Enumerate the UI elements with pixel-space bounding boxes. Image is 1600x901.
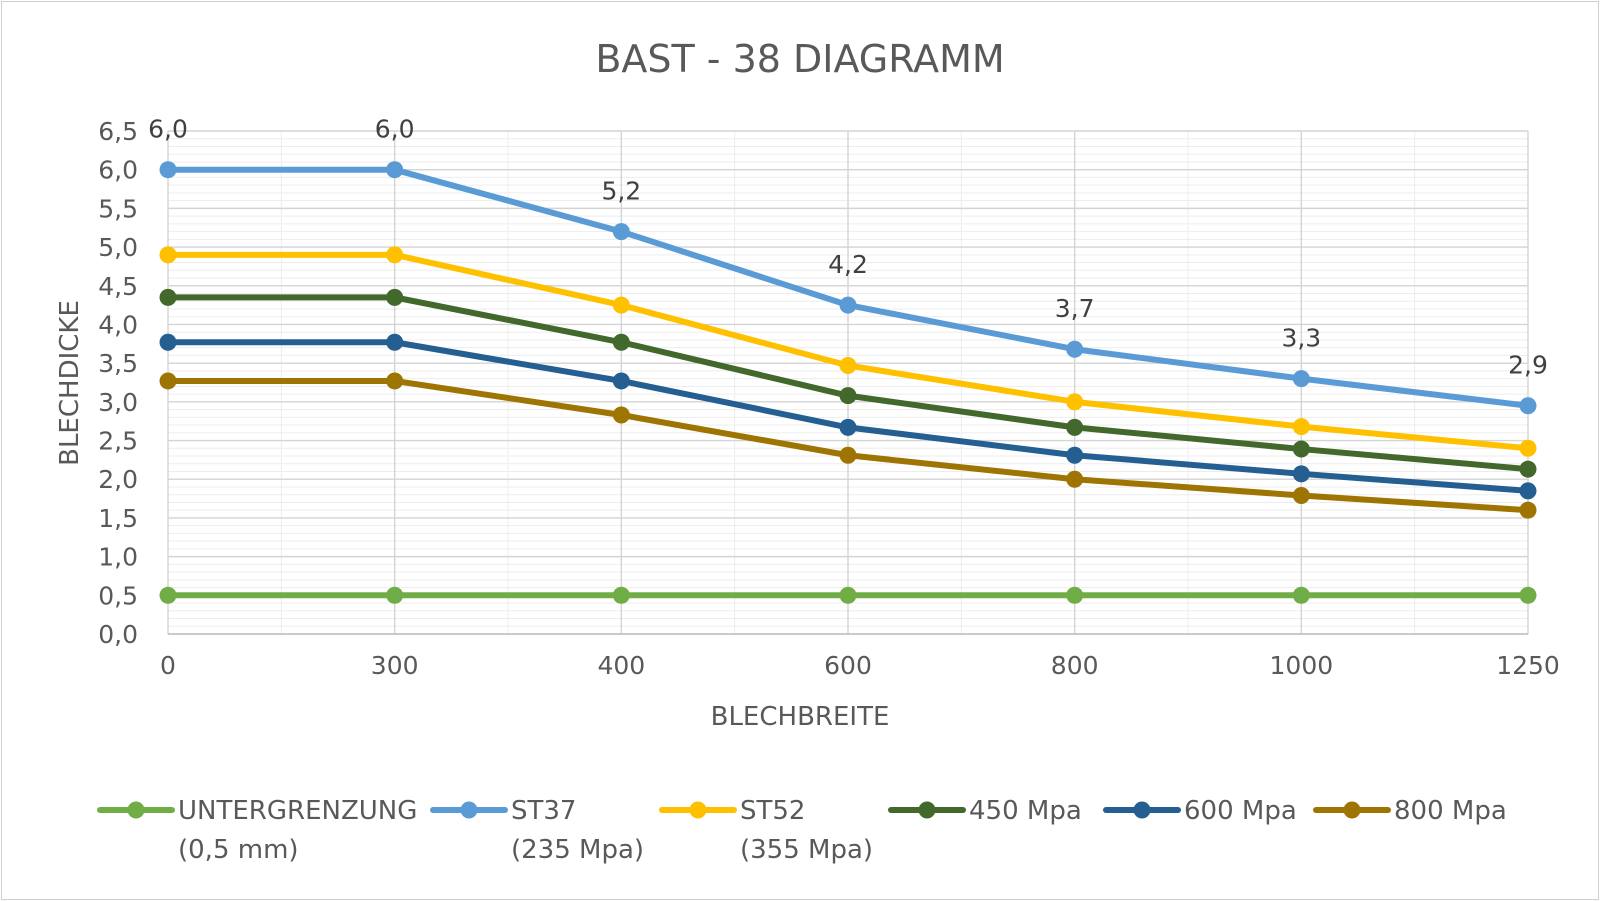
data-point <box>386 246 404 264</box>
data-point <box>612 406 630 424</box>
data-point <box>612 372 630 390</box>
data-label: 6,0 <box>148 115 188 144</box>
legend-label: ST52 <box>740 796 805 826</box>
data-point <box>386 288 404 306</box>
y-tick-label: 2,5 <box>98 427 138 456</box>
x-tick-label: 0 <box>160 651 176 680</box>
x-tick-labels: 0 300 400 600 800 1000 1250 <box>160 651 1560 680</box>
x-tick-label: 600 <box>824 651 872 680</box>
y-tick-label: 5,5 <box>98 194 138 223</box>
data-point <box>159 161 177 179</box>
data-point <box>839 418 857 436</box>
legend-label-sub: (0,5 mm) <box>178 835 299 865</box>
y-tick-label: 6,0 <box>98 156 138 185</box>
y-axis-title: BLECHDICKE <box>55 300 85 466</box>
data-point <box>1292 370 1310 388</box>
data-point <box>159 333 177 351</box>
data-labels: 6,0 6,0 5,2 4,2 3,7 3,3 2,9 <box>148 115 1548 380</box>
data-point <box>1066 393 1084 411</box>
legend: UNTERGRENZUNG (0,5 mm) ST37 (235 Mpa) ST52 (3… <box>97 796 1507 865</box>
data-point <box>839 446 857 464</box>
data-point <box>1066 340 1084 358</box>
x-tick-label: 800 <box>1051 651 1099 680</box>
y-tick-label: 5,0 <box>98 233 138 262</box>
y-tick-label: 6,5 <box>98 117 138 146</box>
data-point <box>1519 397 1537 415</box>
data-point <box>159 246 177 264</box>
y-tick-label: 0,5 <box>98 581 138 610</box>
legend-label: 450 Mpa <box>969 796 1082 826</box>
data-label: 3,7 <box>1055 294 1095 323</box>
data-point <box>1292 418 1310 436</box>
y-tick-label: 1,5 <box>98 504 138 533</box>
data-point <box>1519 482 1537 500</box>
data-point <box>1292 440 1310 458</box>
data-label: 5,2 <box>601 177 641 206</box>
x-tick-label: 300 <box>371 651 419 680</box>
data-point <box>159 586 177 604</box>
data-point <box>1519 439 1537 457</box>
data-label: 2,9 <box>1508 351 1548 380</box>
y-tick-label: 0,0 <box>98 620 138 649</box>
data-point <box>612 296 630 314</box>
data-label: 4,2 <box>828 250 868 279</box>
x-tick-label: 1000 <box>1270 651 1334 680</box>
x-axis-title: BLECHBREITE <box>711 702 890 732</box>
legend-marker <box>127 801 145 819</box>
data-point <box>159 372 177 390</box>
series-lines <box>159 161 1537 604</box>
data-point <box>159 288 177 306</box>
y-tick-label: 4,0 <box>98 310 138 339</box>
y-tick-label: 2,0 <box>98 465 138 494</box>
legend-label-sub: (355 Mpa) <box>740 835 873 865</box>
legend-marker <box>1133 801 1151 819</box>
data-point <box>386 586 404 604</box>
data-point <box>1519 501 1537 519</box>
legend-label-sub: (235 Mpa) <box>511 835 644 865</box>
data-point <box>1292 586 1310 604</box>
legend-label: 800 Mpa <box>1394 796 1507 826</box>
legend-marker <box>918 801 936 819</box>
data-label: 6,0 <box>375 115 415 144</box>
data-point <box>1066 470 1084 488</box>
data-point <box>1066 586 1084 604</box>
data-point <box>1066 418 1084 436</box>
legend-label: 600 Mpa <box>1184 796 1297 826</box>
data-point <box>1519 586 1537 604</box>
legend-label: UNTERGRENZUNG <box>178 796 417 826</box>
data-point <box>1292 465 1310 483</box>
data-point <box>839 296 857 314</box>
x-tick-label: 400 <box>597 651 645 680</box>
data-point <box>386 372 404 390</box>
y-tick-label: 3,5 <box>98 349 138 378</box>
data-label: 3,3 <box>1281 324 1321 353</box>
data-point <box>839 586 857 604</box>
legend-marker <box>1343 801 1361 819</box>
legend-marker <box>460 801 478 819</box>
data-point <box>1519 460 1537 478</box>
legend-marker <box>689 801 707 819</box>
legend-label: ST37 <box>511 796 576 826</box>
y-tick-label: 4,5 <box>98 272 138 301</box>
data-point <box>612 333 630 351</box>
data-point <box>1066 446 1084 464</box>
chart-title: BAST - 38 DIAGRAMM <box>595 37 1004 81</box>
y-tick-label: 1,0 <box>98 543 138 572</box>
data-point <box>612 223 630 241</box>
x-tick-label: 1250 <box>1496 651 1560 680</box>
data-point <box>839 356 857 374</box>
data-point <box>839 387 857 405</box>
data-point <box>386 161 404 179</box>
data-point <box>612 586 630 604</box>
y-tick-label: 3,0 <box>98 388 138 417</box>
y-tick-labels: 0,0 0,5 1,0 1,5 2,0 2,5 3,0 3,5 4,0 4,5 5,0 5,5 6,0 6… <box>98 117 138 649</box>
data-point <box>386 333 404 351</box>
data-point <box>1292 486 1310 504</box>
